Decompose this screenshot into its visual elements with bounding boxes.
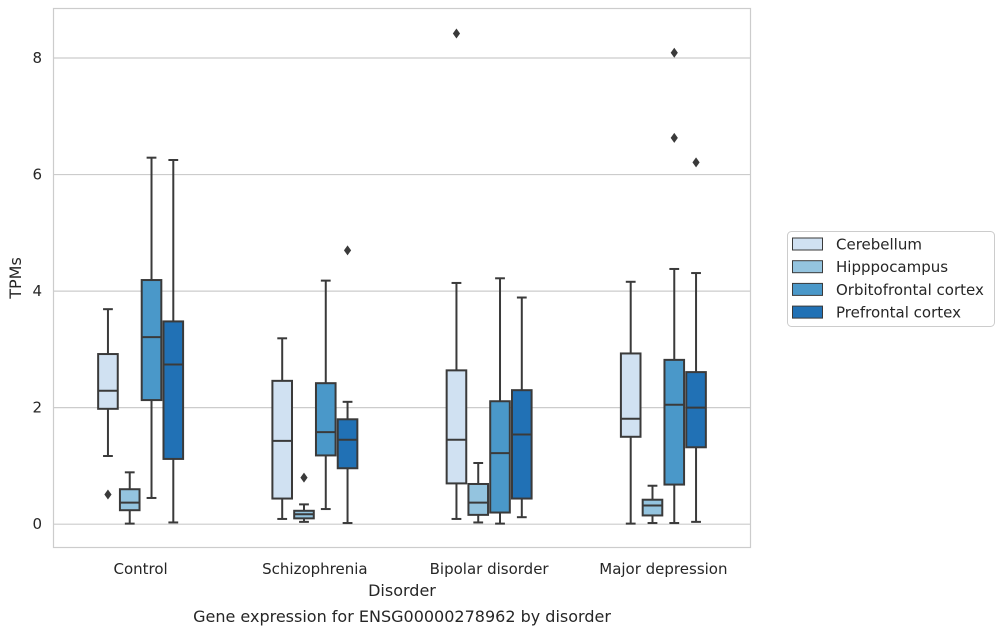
y-tick-label: 6 xyxy=(32,166,42,184)
box-prefrontal-cortex xyxy=(685,157,707,523)
box-hipppocampus xyxy=(641,484,664,525)
x-tick-label: Bipolar disorder xyxy=(430,560,550,578)
x-tick-label: Schizophrenia xyxy=(262,560,367,578)
legend-label: Hipppocampus xyxy=(836,258,948,276)
iqr-box xyxy=(641,498,664,517)
box-prefrontal-cortex xyxy=(336,245,359,525)
box-hipppocampus xyxy=(118,471,141,525)
box-cerebellum xyxy=(97,308,119,500)
iqr-box xyxy=(467,482,490,516)
plot-frame xyxy=(52,7,752,549)
box-layer xyxy=(97,28,707,525)
iqr-box xyxy=(140,279,163,402)
iqr-box xyxy=(97,353,119,410)
outlier-point xyxy=(452,28,461,39)
box-orbitofrontal-cortex xyxy=(663,47,686,525)
iqr-box xyxy=(271,379,294,500)
legend-label: Orbitofrontal cortex xyxy=(836,281,984,299)
legend-swatch xyxy=(792,282,823,296)
outlier-point xyxy=(670,47,678,58)
y-tick-label: 8 xyxy=(32,49,42,67)
y-tick-label: 4 xyxy=(32,282,42,300)
box-prefrontal-cortex xyxy=(162,159,185,524)
y-tick-labels: 0 2 4 6 8 xyxy=(32,49,42,533)
iqr-box xyxy=(336,418,359,470)
x-tick-labels: Control Schizophrenia Bipolar disorder Majo… xyxy=(114,560,728,578)
iqr-box xyxy=(663,358,686,486)
iqr-box xyxy=(445,369,468,485)
legend-label: Prefrontal cortex xyxy=(836,304,961,322)
iqr-box xyxy=(619,352,642,438)
box-hipppocampus xyxy=(467,462,490,524)
iqr-box xyxy=(162,320,185,460)
x-tick-label: Major depression xyxy=(599,560,727,578)
legend-frame xyxy=(787,231,995,327)
outlier-point xyxy=(300,472,308,483)
outlier-point xyxy=(343,245,352,256)
outlier-point xyxy=(692,157,700,168)
legend: Cerebellum Hipppocampus Orbitofrontal cort… xyxy=(787,231,995,327)
legend-swatch xyxy=(792,260,823,274)
box-cerebellum xyxy=(619,280,642,525)
iqr-box xyxy=(314,382,337,457)
y-tick-label: 2 xyxy=(32,399,42,417)
box-orbitofrontal-cortex xyxy=(314,279,337,511)
outlier-point xyxy=(104,489,112,500)
x-tick-label: Control xyxy=(114,560,168,578)
legend-label: Cerebellum xyxy=(836,236,922,254)
outlier-point xyxy=(670,132,678,143)
iqr-box xyxy=(685,371,707,449)
iqr-box xyxy=(489,400,511,514)
y-axis-label: TPMs xyxy=(6,257,25,300)
box-orbitofrontal-cortex xyxy=(489,277,511,525)
iqr-box xyxy=(118,488,141,512)
box-cerebellum xyxy=(445,28,468,520)
y-tick-label: 0 xyxy=(32,515,42,533)
chart-caption: Gene expression for ENSG00000278962 by d… xyxy=(193,607,611,626)
box-cerebellum xyxy=(271,337,294,520)
box-orbitofrontal-cortex xyxy=(140,156,163,499)
iqr-box xyxy=(510,389,533,500)
x-axis-label: Disorder xyxy=(368,581,436,600)
box-prefrontal-cortex xyxy=(510,296,533,519)
box-hipppocampus xyxy=(293,472,315,523)
legend-swatch xyxy=(792,237,823,251)
legend-swatch xyxy=(792,305,823,319)
